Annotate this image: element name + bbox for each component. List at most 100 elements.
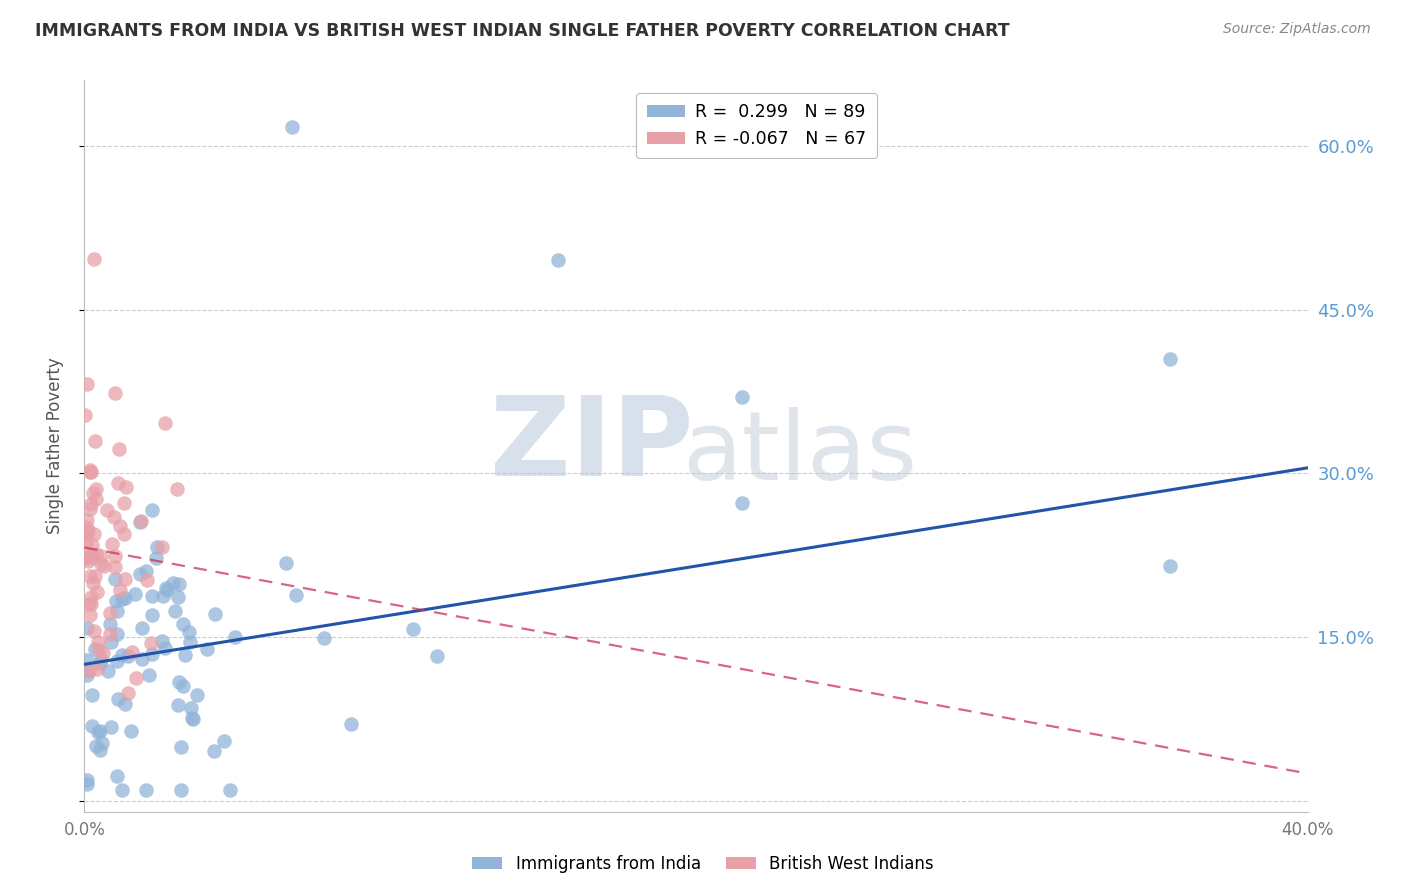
Point <box>107 442 129 456</box>
Point <box>112 496 135 510</box>
Point <box>121 645 143 659</box>
Point <box>170 783 193 797</box>
Point <box>155 581 177 595</box>
Point <box>79 465 101 479</box>
Point <box>100 720 122 734</box>
Point <box>731 496 754 510</box>
Point <box>77 523 100 537</box>
Point <box>173 648 195 662</box>
Point <box>125 671 148 685</box>
Point <box>219 783 242 797</box>
Point <box>180 701 202 715</box>
Point <box>75 551 97 566</box>
Point <box>90 558 112 572</box>
Point <box>111 783 134 797</box>
Point <box>114 591 136 606</box>
Point <box>90 549 112 564</box>
Legend: Immigrants from India, British West Indians: Immigrants from India, British West Indi… <box>465 848 941 880</box>
Point <box>82 575 104 590</box>
Point <box>84 434 107 449</box>
Point <box>86 663 108 677</box>
Point <box>212 733 235 747</box>
Point <box>83 527 105 541</box>
Text: atlas: atlas <box>682 407 918 500</box>
Legend: R =  0.299   N = 89, R = -0.067   N = 67: R = 0.299 N = 89, R = -0.067 N = 67 <box>637 93 877 158</box>
Point <box>153 417 176 431</box>
Point <box>281 120 304 135</box>
Point <box>124 587 146 601</box>
Point <box>117 648 139 663</box>
Point <box>79 465 101 479</box>
Point <box>141 648 163 662</box>
Point <box>152 589 174 603</box>
Point <box>114 572 136 586</box>
Point <box>167 674 190 689</box>
Point <box>79 597 101 611</box>
Point <box>75 528 97 542</box>
Point <box>135 564 157 578</box>
Point <box>80 496 103 510</box>
Point <box>76 773 98 788</box>
Point <box>100 537 122 551</box>
Point <box>402 622 425 636</box>
Point <box>98 617 121 632</box>
Point <box>89 743 111 757</box>
Point <box>285 588 308 602</box>
Point <box>77 554 100 568</box>
Point <box>80 538 103 552</box>
Point <box>117 686 139 700</box>
Point <box>1159 351 1181 366</box>
Point <box>93 558 115 573</box>
Point <box>104 572 127 586</box>
Point <box>141 635 163 649</box>
Point <box>138 667 160 681</box>
Text: IMMIGRANTS FROM INDIA VS BRITISH WEST INDIAN SINGLE FATHER POVERTY CORRELATION C: IMMIGRANTS FROM INDIA VS BRITISH WEST IN… <box>35 22 1010 40</box>
Point <box>135 783 157 797</box>
Text: Source: ZipAtlas.com: Source: ZipAtlas.com <box>1223 22 1371 37</box>
Point <box>120 723 142 738</box>
Point <box>80 597 103 611</box>
Point <box>76 653 98 667</box>
Point <box>87 643 110 657</box>
Point <box>131 652 153 666</box>
Point <box>181 711 204 725</box>
Point <box>90 652 112 666</box>
Point <box>91 736 114 750</box>
Point <box>169 739 191 754</box>
Point <box>104 549 127 563</box>
Point <box>76 663 98 677</box>
Point <box>96 502 118 516</box>
Point <box>111 648 134 662</box>
Point <box>76 621 98 635</box>
Point <box>87 725 110 739</box>
Point <box>84 569 107 583</box>
Point <box>314 631 336 645</box>
Point <box>97 664 120 678</box>
Point <box>224 631 246 645</box>
Point <box>107 692 129 706</box>
Point <box>162 575 184 590</box>
Point <box>172 617 194 632</box>
Point <box>87 635 110 649</box>
Point <box>108 519 131 533</box>
Point <box>76 376 98 391</box>
Point <box>104 594 127 608</box>
Point <box>79 502 101 516</box>
Point <box>105 654 128 668</box>
Point <box>731 390 754 404</box>
Point <box>105 627 128 641</box>
Point <box>128 566 150 581</box>
Point <box>80 549 103 563</box>
Point <box>79 462 101 476</box>
Point <box>79 569 101 583</box>
Point <box>172 679 194 693</box>
Point <box>1159 559 1181 574</box>
Point <box>82 485 104 500</box>
Point <box>274 557 297 571</box>
Point <box>75 408 97 422</box>
Point <box>80 590 103 604</box>
Text: ZIP: ZIP <box>491 392 693 500</box>
Point <box>181 712 204 726</box>
Point <box>111 592 134 607</box>
Point <box>104 385 127 400</box>
